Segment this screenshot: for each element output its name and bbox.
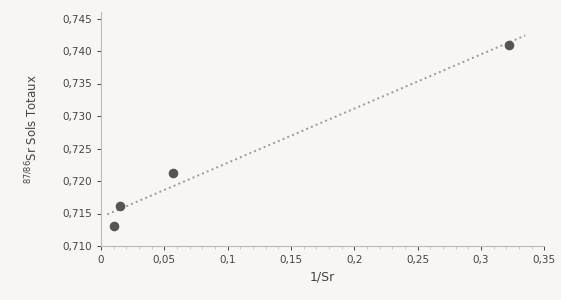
Point [109,224,118,228]
Point [504,42,513,47]
Point [116,203,125,208]
X-axis label: 1/Sr: 1/Sr [310,271,335,284]
Text: $^{87/86}$Sr Sols Totaux: $^{87/86}$Sr Sols Totaux [24,74,40,184]
Point [169,171,178,176]
